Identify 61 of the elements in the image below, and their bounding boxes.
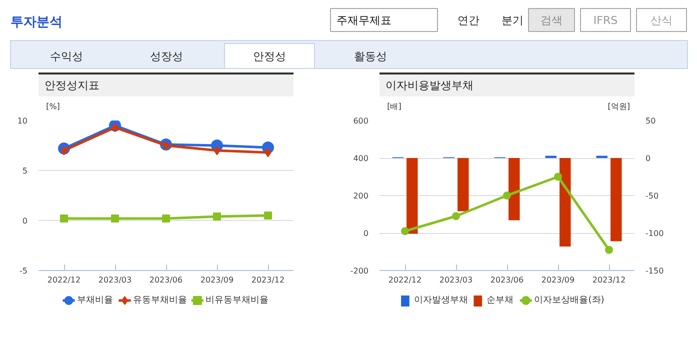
x-tick-label: 2023/09 bbox=[541, 276, 575, 284]
y2-tick-label: -150 bbox=[646, 266, 664, 276]
x-tick-label: 2023/03 bbox=[98, 276, 132, 284]
x-tick-label: 2023/09 bbox=[200, 276, 234, 284]
y-tick-label: 600 bbox=[353, 116, 369, 126]
x-tick-label: 2023/06 bbox=[149, 276, 183, 284]
point bbox=[213, 212, 221, 220]
legend-label: 이자발생부채 bbox=[414, 296, 468, 306]
point bbox=[60, 214, 68, 222]
y-axis-title: [%] bbox=[46, 102, 60, 111]
point bbox=[112, 122, 118, 132]
text: IFRS bbox=[593, 14, 618, 27]
y-tick-label: -5 bbox=[20, 266, 28, 276]
point bbox=[111, 214, 119, 222]
point bbox=[452, 212, 460, 220]
text: 성장성 bbox=[150, 50, 183, 63]
text: 안정성 bbox=[253, 50, 286, 63]
point bbox=[162, 214, 170, 222]
legend-label: 이자보상배율(좌) bbox=[534, 296, 604, 306]
y-tick-label: 200 bbox=[353, 192, 369, 200]
x-tick-label: 2023/12 bbox=[251, 276, 285, 284]
y-axis-title: [배] bbox=[387, 102, 402, 111]
text: 산식 bbox=[650, 14, 672, 27]
y2-tick-label: -50 bbox=[646, 192, 659, 200]
y2-axis-title: [억원] bbox=[608, 102, 630, 111]
point bbox=[554, 172, 562, 181]
point bbox=[605, 246, 613, 254]
text: 투자분석 bbox=[10, 15, 62, 30]
y2-tick-label: -100 bbox=[646, 229, 664, 238]
chart-title: 이자비용발생부채 bbox=[386, 79, 474, 92]
point bbox=[503, 192, 511, 200]
legend-label: 유동부채비율 bbox=[133, 296, 188, 306]
point bbox=[60, 146, 68, 156]
y-tick-label: 5 bbox=[22, 166, 28, 176]
legend-label: 순부채 bbox=[486, 296, 514, 306]
legend-label: 비유동부채비율 bbox=[206, 296, 269, 306]
x-tick-label: 2023/03 bbox=[439, 276, 473, 284]
text: 연간 bbox=[458, 14, 480, 27]
point bbox=[264, 148, 272, 158]
chart-title: 안정성지표 bbox=[44, 79, 100, 92]
point bbox=[264, 212, 272, 220]
y2-tick-label: 50 bbox=[646, 116, 656, 126]
x-tick-label: 2023/06 bbox=[490, 276, 524, 284]
text: 수익성 bbox=[50, 50, 83, 63]
text: 주재무제표 bbox=[336, 14, 392, 27]
y2-tick-label: 0 bbox=[646, 154, 651, 163]
x-tick-label: 2023/12 bbox=[592, 276, 626, 284]
point bbox=[214, 146, 220, 156]
y-tick-label: 0 bbox=[22, 216, 28, 226]
x-tick-label: 2022/12 bbox=[47, 276, 81, 284]
y-tick-label: 400 bbox=[353, 154, 369, 163]
legend-label: 부채비율 bbox=[77, 296, 114, 306]
point bbox=[401, 227, 409, 236]
text: 분기 bbox=[502, 14, 524, 27]
x-tick-label: 2022/12 bbox=[388, 276, 422, 284]
y-tick-label: -200 bbox=[350, 266, 368, 276]
y-tick-label: 0 bbox=[363, 229, 369, 238]
text: 검색 bbox=[540, 14, 562, 27]
point bbox=[162, 140, 170, 150]
text: 활동성 bbox=[354, 50, 387, 63]
y-tick-label: 10 bbox=[17, 116, 28, 126]
